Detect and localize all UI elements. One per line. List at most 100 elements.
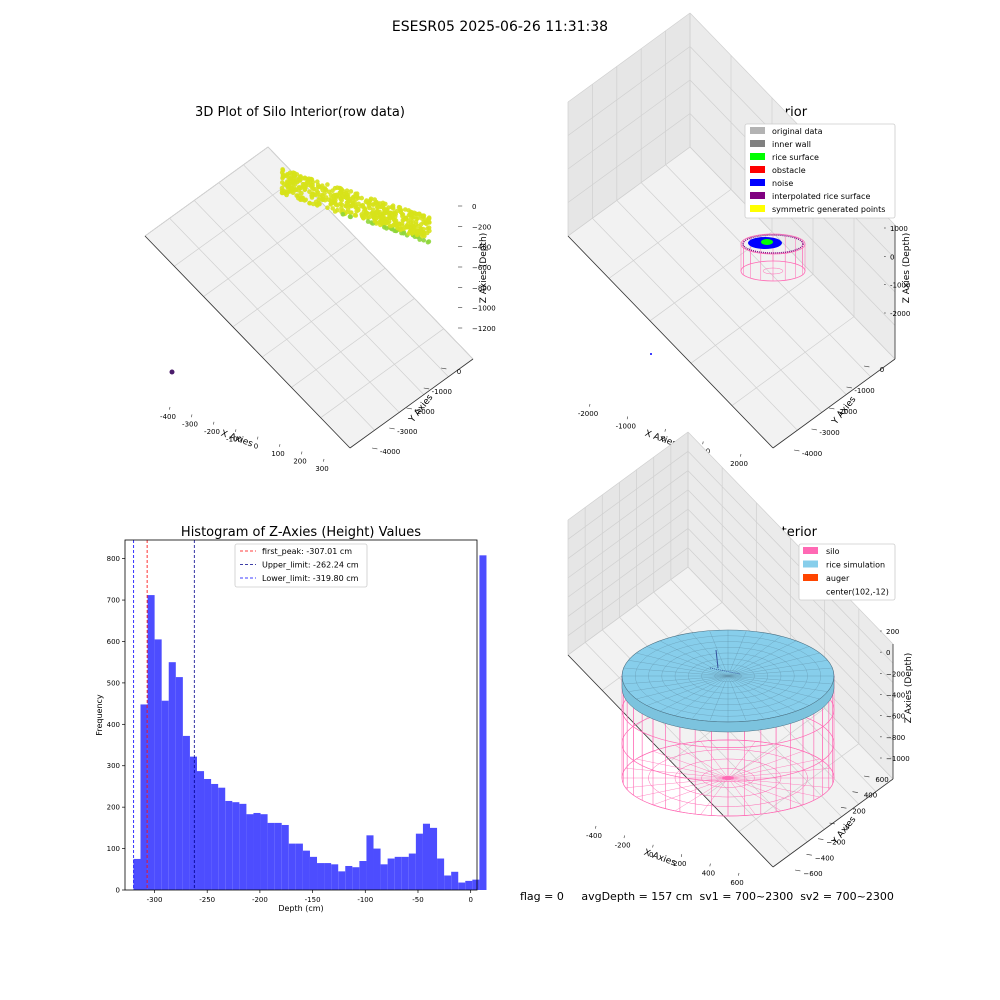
data-point [348,189,354,194]
data-point [169,369,175,375]
data-point [344,191,349,196]
histogram-bar [465,880,473,890]
data-point [330,206,336,211]
y-tick-label: 0 [845,823,849,831]
data-point [309,177,315,182]
grid-line [731,316,855,406]
histogram-bar [295,843,303,890]
silo-floor-spoke [727,777,820,798]
y-tick-label: 300 [107,762,120,770]
y-tick-label: 700 [107,597,120,605]
histogram-bar [232,802,240,890]
legend-frame [798,543,896,601]
raw-plot-title: 3D Plot of Silo Interior(row data) [195,105,405,120]
histogram-bar [189,756,197,890]
interpolated-surface [742,234,804,254]
histogram-y-ticks: 0 100 200 300 400 500 600 700 800 [107,555,125,895]
grid-line [689,113,896,326]
classify-plot-points [650,233,806,355]
y-tick-label-mark [846,386,852,389]
data-point [398,209,404,215]
y-tick-label: 400 [107,721,120,729]
rice-mesh-spoke [691,632,729,677]
grid-line [616,200,823,413]
silo-floor-spoke [727,744,782,779]
data-point [356,201,361,207]
data-point [302,187,308,192]
raw-plot-x-ticks: -400 -300 -200 -100 0 100 200 300 [160,406,329,473]
histogram-bar [359,861,367,890]
x-tick-label: 300 [315,465,328,473]
legend-label: symmetric generated points [772,205,885,214]
histogram-bar [246,814,254,890]
data-point [282,173,288,179]
data-point [296,185,302,190]
rice-mesh-spoke [727,630,747,677]
data-point [401,231,406,236]
rice-mesh-spoke [628,660,729,677]
silo-floor-spoke [625,777,729,788]
histogram-bar [218,787,226,890]
data-point [313,199,319,205]
grid-line [687,508,894,722]
x-tick-label: -100 [226,435,242,443]
z-tick-label: -1000 [890,282,910,290]
y-tick-label-mark [817,838,824,840]
raw-plot-y-ticks: 0 -1000 -2000 -3000 -4000 [371,367,461,456]
simulation-plot-z-label: Z Axies (Depth) [904,653,914,724]
silo-floor-spoke [727,777,756,815]
silo-floor-spoke [625,768,729,779]
grid-line [169,217,375,431]
data-point [332,209,338,214]
histogram-bar [211,783,219,890]
raw-plot-x-label: X Axies [219,429,254,450]
simulation-plot-y-ticks: 600 400 2000−200 −400 −600 [794,775,889,878]
legend-swatch [803,547,818,554]
legend-swatch [750,127,765,134]
histogram-bar [422,823,430,890]
x-tick-label-mark [213,421,215,425]
y-tick-label: 200 [107,804,120,812]
x-tick-label: -400 [586,832,602,840]
x-tick-label: 0 [649,851,653,859]
auger-mark [715,649,719,669]
grid-line [232,237,357,328]
y-tick-label: −200 [826,839,845,847]
x-tick-label-mark [623,835,625,839]
grid-line [689,146,896,360]
silo-floor-spoke [727,758,820,779]
data-point [359,195,365,201]
grid-line [218,182,425,395]
y-tick-label: -2000 [414,408,434,416]
data-point [408,220,414,225]
data-point [346,197,351,203]
x-tick-label-mark [589,403,591,407]
y-tick-label-mark [828,407,835,410]
data-point [294,193,300,198]
y-tick-label: 500 [107,679,120,687]
silo-floor-spoke [727,777,831,788]
classify-plot-z-label: Z Axies (Depth) [902,233,912,304]
data-point [325,182,330,187]
histogram-bar [302,850,310,890]
y-tick-label: -1000 [432,388,452,396]
y-tick-label: 200 [852,807,865,815]
data-point [338,196,344,202]
grid-line [687,489,894,703]
z-tick-label: −1000 [886,755,910,763]
z-tick-label: 1000 [890,225,908,233]
y-tick-label: 100 [107,845,120,853]
data-point [387,214,392,220]
y-tick-label-mark [794,869,801,872]
y-tick-label: 600 [875,776,888,784]
grid-line [320,328,444,418]
x-tick-label: 400 [702,870,715,878]
y-tick-label: -4000 [802,450,822,458]
x-tick-label-mark [279,444,281,447]
data-point [382,211,388,216]
histogram-reference-lines [133,540,195,890]
data-point [424,219,430,224]
histogram-bar [182,735,190,890]
y-tick-label-mark [371,447,378,450]
silo-floor-spoke [652,777,729,806]
